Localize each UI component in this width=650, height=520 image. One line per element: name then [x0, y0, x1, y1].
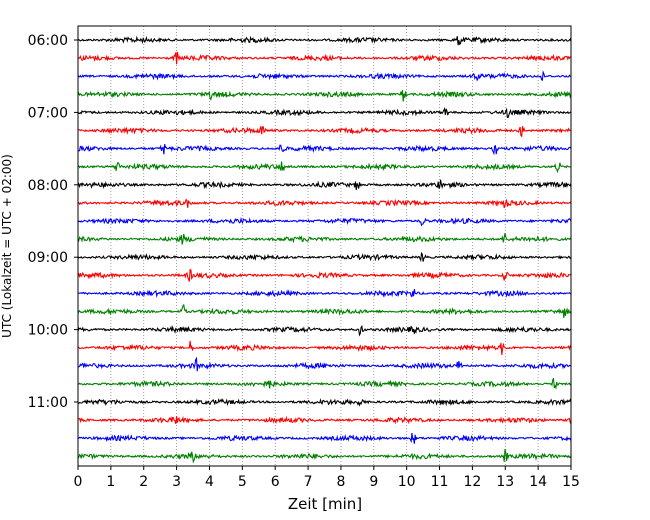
- trace-10:30: [77, 356, 572, 372]
- trace-09:45: [77, 303, 572, 319]
- trace-08:45: [77, 233, 572, 245]
- y-tick-label: 08:00: [28, 178, 68, 194]
- trace-07:15: [77, 126, 572, 138]
- trace-11:00: [77, 397, 572, 407]
- x-tick-label: 4: [205, 474, 214, 490]
- trace-10:00: [77, 325, 572, 337]
- x-tick-label: 6: [271, 474, 280, 490]
- trace-07:00: [77, 106, 572, 119]
- trace-07:30: [77, 144, 572, 156]
- x-tick-label: 13: [496, 474, 514, 490]
- seismic-traces: [77, 35, 572, 464]
- trace-11:45: [77, 448, 572, 464]
- y-axis-label: UTC (Lokalzeit = UTC + 02:00): [0, 154, 14, 338]
- trace-09:30: [77, 289, 572, 298]
- x-tick-label: 0: [74, 474, 83, 490]
- trace-11:15: [77, 415, 572, 425]
- trace-09:00: [77, 251, 572, 263]
- trace-08:15: [77, 198, 572, 209]
- grid-lines: [110, 26, 539, 466]
- trace-07:45: [77, 161, 572, 174]
- trace-11:30: [77, 432, 572, 444]
- x-tick-label: 5: [238, 474, 247, 490]
- y-axis-ticks: 06:00 07:00 08:00 09:00 10:00 11:00: [28, 33, 78, 411]
- trace-08:00: [77, 179, 572, 191]
- x-tick-label: 14: [529, 474, 547, 490]
- trace-10:15: [77, 340, 572, 356]
- trace-06:45: [77, 90, 572, 102]
- x-tick-label: 10: [398, 474, 416, 490]
- x-tick-label: 15: [562, 474, 580, 490]
- y-tick-label: 06:00: [28, 33, 68, 49]
- x-tick-label: 8: [336, 474, 345, 490]
- y-tick-label: 07:00: [28, 105, 68, 121]
- x-tick-label: 12: [463, 474, 481, 490]
- trace-06:15: [77, 51, 572, 65]
- x-axis-label: Zeit [min]: [288, 495, 362, 513]
- x-tick-label: 2: [139, 474, 148, 490]
- trace-10:45: [77, 377, 572, 390]
- trace-06:30: [77, 70, 572, 82]
- x-tick-label: 7: [304, 474, 313, 490]
- trace-06:00: [77, 35, 572, 46]
- y-tick-label: 11:00: [28, 395, 68, 411]
- trace-09:15: [77, 268, 572, 282]
- trace-08:30: [77, 216, 572, 227]
- y-tick-label: 10:00: [28, 323, 68, 339]
- x-axis-ticks: 0 1 2 3 4 5 6 7 8 9 10 11 12 13 14 15: [74, 466, 580, 490]
- x-tick-label: 1: [106, 474, 115, 490]
- x-tick-label: 3: [172, 474, 181, 490]
- y-tick-label: 09:00: [28, 250, 68, 266]
- x-tick-label: 9: [369, 474, 378, 490]
- x-tick-label: 11: [431, 474, 449, 490]
- plot-frame: [77, 25, 572, 467]
